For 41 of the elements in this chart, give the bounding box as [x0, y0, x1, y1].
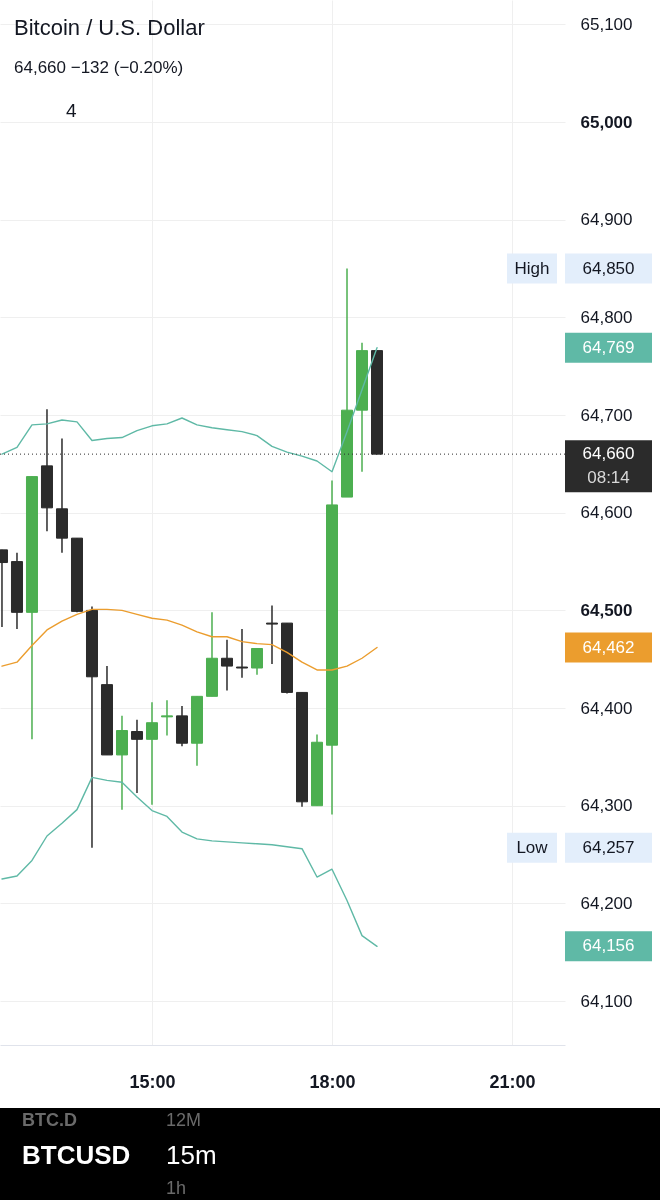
y-tick-label: 64,600 [580, 503, 633, 523]
y-tick-label: 65,000 [580, 112, 633, 132]
text: 1h [166, 1178, 187, 1198]
text: 64,660 −132 (−0.20%) [14, 58, 184, 77]
y-tick-label: 64,800 [580, 307, 633, 327]
line-series [1, 776, 378, 948]
y-tick-label: 64,100 [580, 991, 633, 1011]
x-tick-label: 15:00 [129, 1071, 176, 1092]
candlestick [251, 647, 263, 676]
y-tick-label: 65,100 [580, 14, 633, 34]
candlestick [145, 701, 158, 806]
annotation: 4 [66, 100, 77, 121]
y-tick-label: 64,700 [580, 405, 633, 425]
text: 64,769 [582, 337, 635, 357]
y-tick-label: 64,300 [580, 796, 633, 816]
y-tick-label: 64,400 [580, 698, 633, 718]
text: 64,462 [582, 637, 635, 657]
line-series [1, 346, 378, 473]
y-tick-label: 64,900 [580, 210, 633, 230]
text: BTC.D [22, 1110, 77, 1130]
text: 15m [166, 1140, 217, 1170]
ref-line-label: 64,660 [582, 444, 635, 464]
y-tick-label: 64,500 [580, 600, 633, 620]
text: 64,257 [582, 837, 635, 857]
candlestick [221, 638, 233, 692]
text: 64,850 [582, 258, 635, 278]
text: 12M [166, 1110, 202, 1130]
y-tick-label: 64,200 [580, 893, 633, 913]
annotation: Low [516, 837, 549, 857]
candlestick [160, 699, 173, 737]
candlestick [266, 604, 278, 665]
x-tick-label: 18:00 [309, 1071, 356, 1092]
line-series [1, 608, 378, 671]
text: 08:14 [587, 468, 630, 488]
annotation: High [514, 258, 550, 278]
candlestick [130, 719, 143, 794]
text: BTCUSD [22, 1140, 131, 1170]
text: 64,156 [582, 936, 635, 956]
candlestick [236, 628, 248, 679]
x-tick-label: 21:00 [489, 1071, 536, 1092]
text: Bitcoin / U.S. Dollar [14, 15, 205, 40]
